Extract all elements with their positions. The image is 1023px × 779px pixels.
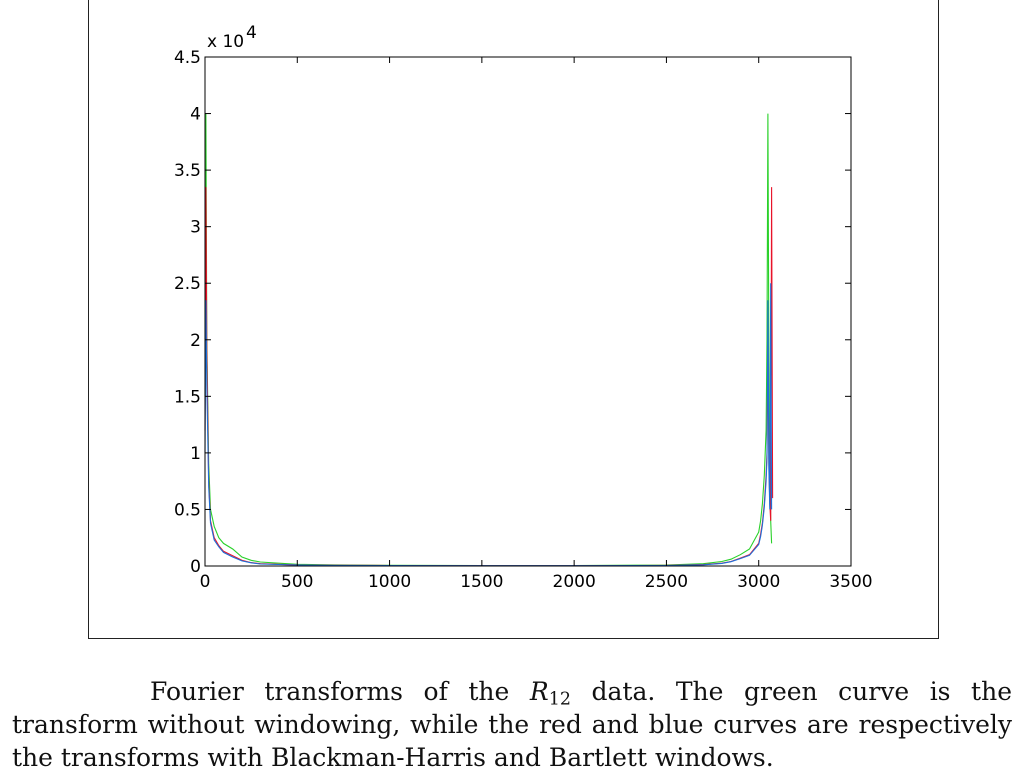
y-tick-label: 1.5	[174, 387, 201, 407]
caption-variable: R	[529, 677, 549, 706]
x-tick-label: 1000	[368, 572, 411, 592]
labels-layer: 0 500 1000 1500 2000 2500 3000 3500 0 0.5 1 1.5 2 2.5…	[174, 23, 873, 592]
caption-subscript: 12	[548, 689, 571, 710]
y-tick-label: 3	[190, 218, 201, 238]
x-tick-label: 3500	[829, 572, 872, 592]
y-multiplier-label: x 10	[207, 32, 244, 52]
series-line-3	[204, 283, 773, 567]
y-tick-label: 1	[190, 444, 201, 464]
y-tick-label: 2	[190, 331, 201, 351]
x-tick-label: 1500	[460, 572, 503, 592]
y-tick-label: 4.5	[174, 48, 201, 68]
fourier-chart: 0 500 1000 1500 2000 2500 3000 3500 0 0.5 1 1.5 2 2.5…	[174, 23, 873, 592]
y-tick-label: 0	[190, 557, 201, 577]
x-tick-label: 2500	[645, 572, 688, 592]
x-tick-label: 3000	[737, 572, 780, 592]
series-line-2	[204, 187, 774, 567]
series-line-1	[204, 113, 773, 567]
ticks-layer	[204, 56, 852, 567]
figure-frame: 0 500 1000 1500 2000 2500 3000 3500 0 0.5 1 1.5 2 2.5…	[88, 0, 939, 639]
axes-box	[204, 56, 852, 567]
x-tick-label: 500	[281, 572, 313, 592]
y-multiplier-exponent: 4	[246, 23, 257, 43]
figure-caption: Fourier transforms of the R12 data. The …	[12, 675, 1012, 774]
y-tick-label: 4	[190, 105, 201, 125]
x-tick-label: 2000	[553, 572, 596, 592]
x-tick-label: 0	[200, 572, 211, 592]
caption-text-pre: Fourier transforms of the	[150, 677, 530, 706]
caption-text-post: data. The green curve is the transform w…	[12, 677, 1012, 772]
series-layer	[204, 113, 774, 567]
y-tick-label: 3.5	[174, 161, 201, 181]
y-tick-label: 0.5	[174, 500, 201, 520]
y-tick-label: 2.5	[174, 274, 201, 294]
